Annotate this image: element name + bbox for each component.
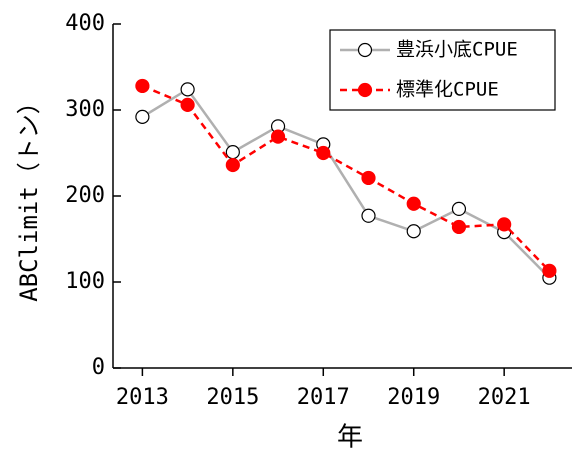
- x-tick-label: 2021: [478, 385, 531, 410]
- point: [135, 78, 150, 94]
- y-tick-label: 200: [65, 183, 105, 208]
- point: [225, 157, 240, 173]
- y-tick-label: 0: [92, 355, 105, 380]
- point: [542, 263, 557, 278]
- point: [361, 208, 376, 223]
- x-tick-label: 2019: [387, 385, 440, 410]
- legend-marker: [357, 82, 373, 98]
- series-line: [141, 87, 551, 279]
- point: [270, 129, 286, 144]
- y-tick-label: 300: [65, 97, 105, 122]
- point: [180, 82, 195, 97]
- point: [225, 145, 240, 160]
- legend-marker: [357, 42, 373, 58]
- y-tick-label: 400: [65, 11, 105, 36]
- point: [451, 219, 467, 235]
- point: [406, 224, 421, 239]
- point: [180, 97, 195, 112]
- point: [135, 109, 150, 124]
- legend-box: [329, 29, 556, 111]
- point: [451, 201, 467, 216]
- y-tick-label: 100: [65, 269, 105, 294]
- x-tick-label: 2013: [116, 385, 169, 410]
- point: [497, 217, 512, 232]
- legend-label: 豊浜小底CPUE: [396, 39, 518, 61]
- series-line: [141, 84, 551, 272]
- x-axis-label: 年: [337, 423, 363, 453]
- point: [406, 196, 421, 211]
- x-tick-label: 2015: [206, 385, 259, 410]
- point: [316, 145, 331, 161]
- x-tick-label: 2017: [297, 385, 350, 410]
- legend-label: 標準化CPUE: [396, 79, 499, 101]
- y-axis-label: ABClimit（トン）: [15, 90, 43, 302]
- point: [361, 170, 376, 186]
